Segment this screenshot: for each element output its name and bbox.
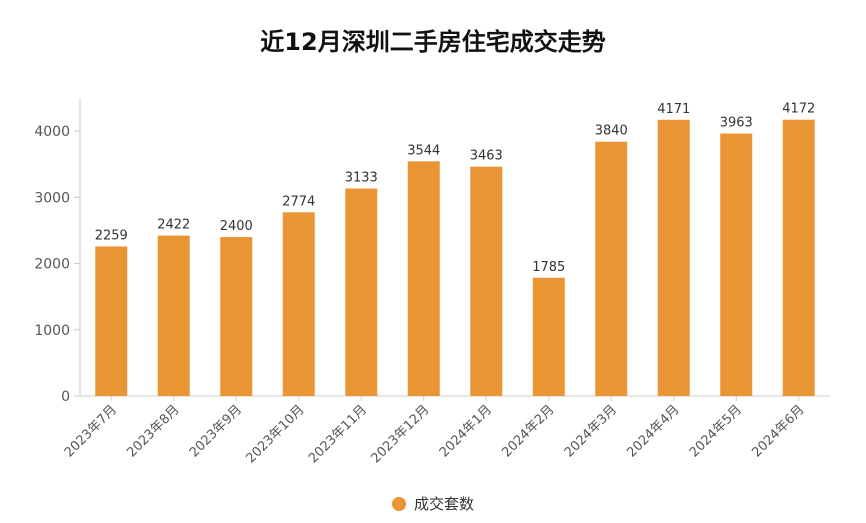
x-tick-label: 2024年1月 [437, 402, 495, 460]
y-tick-label: 3000 [34, 190, 70, 206]
y-tick-label: 4000 [34, 124, 70, 140]
data-label: 3544 [407, 143, 440, 158]
data-label: 1785 [532, 260, 565, 275]
x-tick-label: 2023年7月 [62, 402, 120, 460]
bar[interactable] [782, 119, 815, 396]
bars [95, 119, 815, 396]
bar[interactable] [345, 188, 378, 396]
x-tick-label: 2023年9月 [187, 402, 245, 460]
legend-label: 成交套数 [413, 495, 474, 513]
bar[interactable] [595, 141, 628, 396]
x-tick-label: 2023年12月 [368, 402, 432, 466]
bar[interactable] [720, 133, 753, 396]
bar[interactable] [95, 246, 128, 396]
axes: 0 1000 2000 3000 4000 [34, 98, 830, 405]
bar[interactable] [407, 161, 440, 396]
x-tick-label: 2024年5月 [687, 402, 745, 460]
x-tick-label: 2024年4月 [624, 402, 682, 460]
x-tick-label: 2024年2月 [499, 402, 557, 460]
bar[interactable] [657, 119, 690, 396]
y-tick-label: 0 [61, 389, 70, 405]
data-label: 3963 [720, 116, 753, 131]
data-label: 2400 [220, 219, 253, 234]
data-label: 3133 [345, 171, 378, 186]
y-tick-label: 2000 [34, 257, 70, 273]
x-tick-label: 2023年11月 [306, 402, 370, 466]
data-label: 2259 [95, 228, 128, 243]
data-label: 3463 [470, 149, 503, 164]
data-label: 2422 [157, 218, 190, 233]
x-tick-label: 2023年10月 [243, 402, 307, 466]
data-label: 4172 [782, 102, 815, 117]
y-tick-label: 1000 [34, 323, 70, 339]
bar[interactable] [282, 212, 315, 396]
bar[interactable] [220, 237, 253, 396]
bar[interactable] [157, 235, 190, 396]
bar[interactable] [532, 277, 565, 396]
chart-title: 近12月深圳二手房住宅成交走势 [260, 28, 606, 56]
legend[interactable]: 成交套数 [0, 493, 866, 514]
legend-marker [391, 496, 406, 511]
data-label: 4171 [657, 102, 690, 117]
data-label: 3840 [595, 124, 628, 139]
bar[interactable] [470, 166, 503, 396]
x-tick-label: 2023年8月 [124, 402, 182, 460]
x-tick-label: 2024年6月 [749, 402, 807, 460]
x-tick-label: 2024年3月 [562, 402, 620, 460]
data-label: 2774 [282, 194, 315, 209]
